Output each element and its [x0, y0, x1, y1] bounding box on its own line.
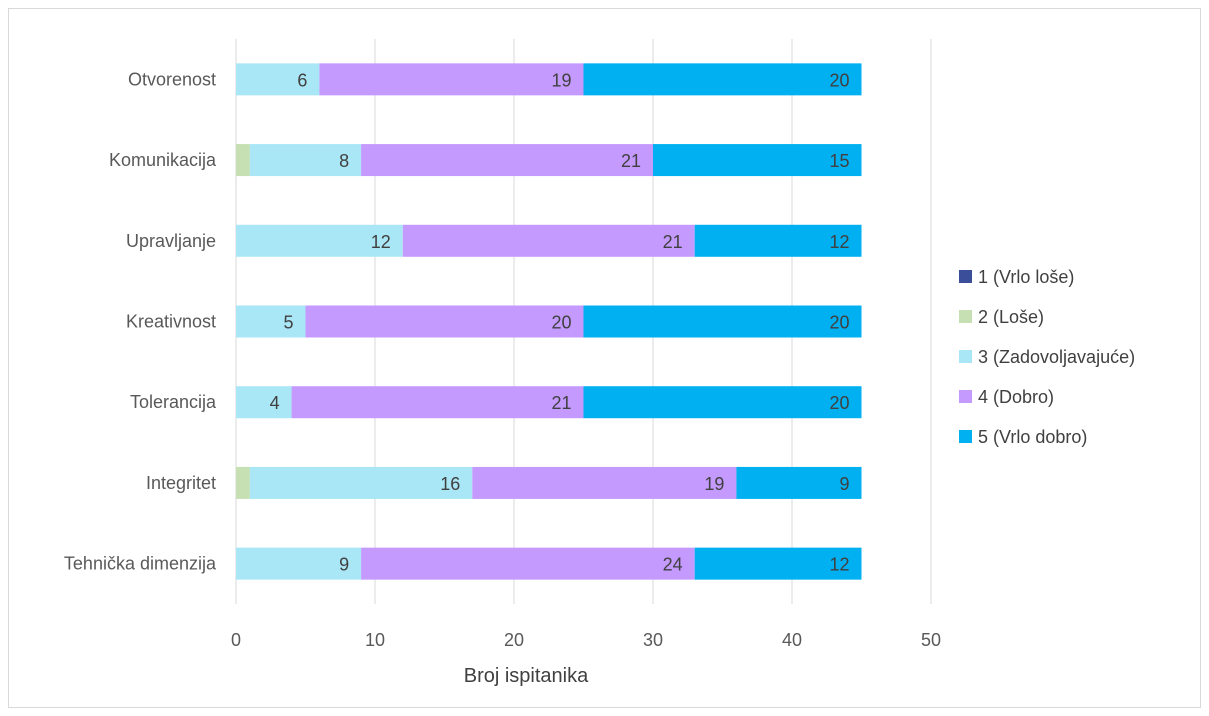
bar-segment: [249, 466, 473, 499]
category-label: Tolerancija: [130, 392, 217, 412]
legend-swatch: [959, 390, 972, 403]
data-label: 9: [839, 474, 849, 494]
chart-frame: 6 19 20 8 21 15 12 21 12 5 20 20 4 21 20 16 19 9 9 24 12 Otv…: [8, 8, 1201, 708]
x-tick-labels: 0 10 20 30 40 50: [231, 630, 941, 650]
x-tick-label: 20: [504, 630, 524, 650]
x-axis-title: Broj ispitanika: [464, 665, 589, 687]
bar-segment: [402, 224, 695, 257]
bar-segment: [236, 466, 250, 499]
bar-segment: [236, 547, 362, 580]
category-label: Kreativnost: [126, 312, 216, 332]
data-label: 19: [551, 70, 571, 90]
category-label: Tehnička dimenzija: [64, 554, 217, 574]
bar-segment: [236, 386, 292, 419]
bar-segment: [653, 144, 862, 177]
data-label: 20: [829, 70, 849, 90]
data-label: 8: [339, 151, 349, 171]
category-labels: Otvorenost Komunikacija Upravljanje Kreativ…: [64, 69, 217, 573]
data-label: 4: [270, 393, 280, 413]
stacked-bar-chart: 6 19 20 8 21 15 12 21 12 5 20 20 4 21 20 16 19 9 9 24 12 Otv…: [64, 39, 1135, 687]
legend-entry: 1 (Vrlo loše): [978, 267, 1074, 287]
bar-segment: [694, 224, 862, 257]
data-label: 5: [283, 313, 293, 333]
data-label: 19: [704, 474, 724, 494]
data-label: 21: [663, 232, 683, 252]
data-label: 20: [829, 313, 849, 333]
x-tick-label: 50: [921, 630, 941, 650]
bar-segment: [236, 224, 403, 257]
category-label: Upravljanje: [126, 231, 216, 251]
category-label: Integritet: [146, 473, 216, 493]
legend-swatch: [959, 430, 972, 443]
bar-segment: [361, 144, 653, 177]
x-tick-label: 0: [231, 630, 241, 650]
data-label: 12: [829, 555, 849, 575]
x-tick-label: 10: [365, 630, 385, 650]
data-label: 15: [829, 151, 849, 171]
bar-segment: [319, 63, 584, 96]
category-label: Otvorenost: [128, 69, 216, 89]
data-label: 24: [663, 555, 683, 575]
bar-segment: [694, 547, 862, 580]
data-label: 9: [339, 555, 349, 575]
data-label: 6: [297, 70, 307, 90]
x-tick-label: 30: [643, 630, 663, 650]
legend: 1 (Vrlo loše) 2 (Loše) 3 (Zadovoljavajuće)…: [959, 267, 1135, 447]
legend-swatch: [959, 270, 972, 283]
bar-segment: [583, 63, 862, 96]
bar-segment: [236, 63, 320, 96]
bar-segment: [305, 305, 584, 338]
legend-entry: 2 (Loše): [978, 307, 1044, 327]
legend-entry: 5 (Vrlo dobro): [978, 427, 1087, 447]
bar-segment: [583, 305, 862, 338]
data-label: 21: [551, 393, 571, 413]
bar-segment: [249, 144, 362, 177]
data-label: 20: [551, 313, 571, 333]
category-label: Komunikacija: [109, 150, 217, 170]
data-label: 16: [440, 474, 460, 494]
x-tick-label: 40: [782, 630, 802, 650]
bars: [236, 63, 862, 580]
legend-entry: 3 (Zadovoljavajuće): [978, 347, 1135, 367]
bar-segment: [236, 144, 250, 177]
legend-swatch: [959, 310, 972, 323]
bar-segment: [361, 547, 695, 580]
data-label: 12: [829, 232, 849, 252]
legend-entry: 4 (Dobro): [978, 387, 1054, 407]
bar-segment: [291, 386, 584, 419]
data-label: 12: [371, 232, 391, 252]
data-label: 20: [829, 393, 849, 413]
data-labels: 6 19 20 8 21 15 12 21 12 5 20 20 4 21 20 16 19 9 9 24 12: [270, 70, 850, 574]
bar-segment: [236, 305, 306, 338]
data-label: 21: [621, 151, 641, 171]
bar-segment: [583, 386, 862, 419]
bar-segment: [472, 466, 737, 499]
legend-swatch: [959, 350, 972, 363]
bar-segment: [736, 466, 862, 499]
